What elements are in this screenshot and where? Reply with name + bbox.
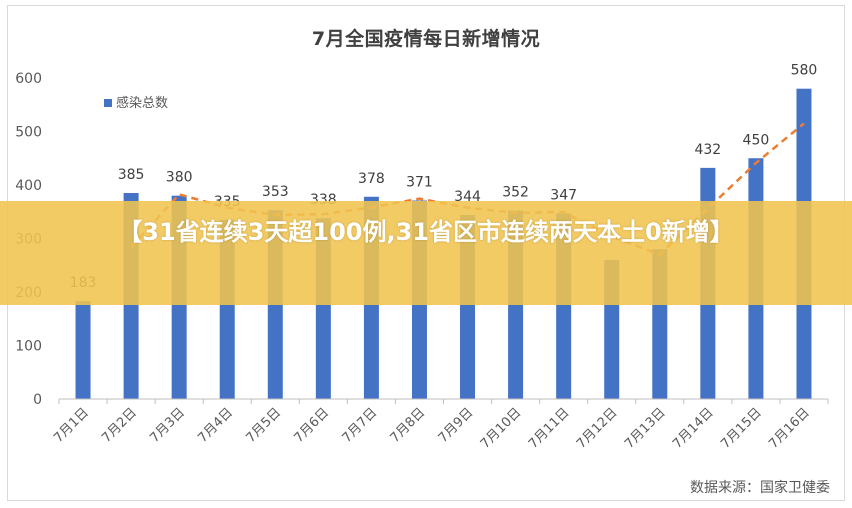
data-label: 344 — [454, 189, 481, 205]
x-tick-label: 7月6日 — [291, 405, 332, 446]
chart-title: 7月全国疫情每日新增情况 — [311, 28, 541, 50]
data-label: 353 — [262, 184, 289, 200]
x-tick-label: 7月13日 — [622, 405, 669, 452]
y-tick-label: 100 — [15, 339, 42, 355]
headline-banner — [0, 201, 852, 305]
x-tick-label: 7月10日 — [478, 405, 525, 452]
x-tick-label: 7月9日 — [436, 405, 477, 446]
data-label: 378 — [358, 171, 385, 187]
x-tick-label: 7月3日 — [147, 405, 188, 446]
x-tick-label: 7月1日 — [51, 405, 92, 446]
data-label: 371 — [406, 175, 433, 191]
legend-label: 感染总数 — [116, 95, 168, 111]
data-label: 352 — [502, 185, 529, 201]
x-tick-label: 7月4日 — [195, 405, 236, 446]
data-label: 450 — [743, 132, 770, 148]
y-tick-label: 500 — [15, 125, 42, 141]
x-tick-label: 7月16日 — [766, 405, 813, 452]
data-label: 347 — [550, 187, 577, 203]
y-tick-label: 600 — [15, 71, 42, 87]
x-tick-label: 7月15日 — [718, 405, 765, 452]
bar — [75, 301, 91, 399]
x-tick-label: 7月11日 — [526, 405, 573, 452]
data-label: 385 — [118, 167, 145, 183]
source-note: 数据来源：国家卫健委 — [690, 480, 830, 496]
x-tick-label: 7月2日 — [99, 405, 140, 446]
y-tick-label: 400 — [15, 178, 42, 194]
data-label: 432 — [694, 142, 721, 158]
data-label: 580 — [791, 63, 818, 79]
legend-swatch — [104, 99, 112, 107]
headline-text: 【31省连续3天超100例,31省区市连续两天本土0新增】 — [118, 218, 734, 246]
x-tick-label: 7月14日 — [670, 405, 717, 452]
x-tick-label: 7月12日 — [574, 405, 621, 452]
y-tick-label: 0 — [33, 392, 42, 408]
data-label: 380 — [166, 170, 193, 186]
x-tick-label: 7月5日 — [243, 405, 284, 446]
x-tick-label: 7月8日 — [388, 405, 429, 446]
x-tick-label: 7月7日 — [340, 405, 381, 446]
